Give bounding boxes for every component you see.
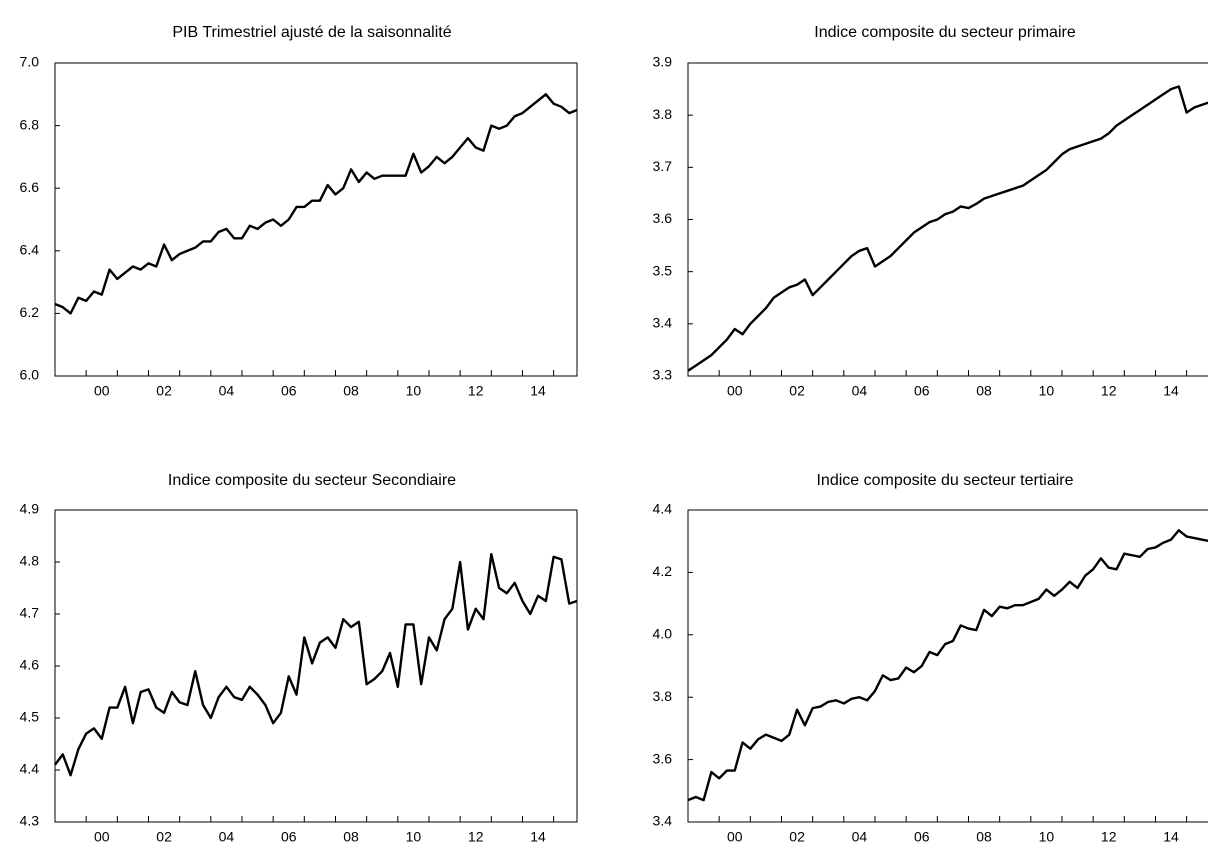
x-tick-label: 14 — [530, 829, 546, 845]
plot-frame — [687, 62, 1208, 377]
y-tick-label: 6.4 — [20, 242, 40, 258]
x-tick-label: 10 — [1039, 383, 1055, 399]
y-tick-label: 3.6 — [653, 750, 673, 766]
x-tick-label: 00 — [94, 829, 110, 845]
chart-title: Indice composite du secteur tertiaire — [816, 472, 1073, 489]
y-tick-label: 6.8 — [20, 116, 40, 132]
data-line — [54, 93, 578, 315]
x-tick-label: 10 — [406, 383, 422, 399]
y-tick-label: 4.6 — [20, 657, 40, 673]
y-tick-label: 4.5 — [20, 709, 40, 725]
x-tick-label: 02 — [156, 383, 172, 399]
x-tick-label: 04 — [852, 383, 868, 399]
x-tick-label: 00 — [727, 829, 743, 845]
y-tick-label: 3.4 — [653, 315, 673, 331]
chart-title: Indice composite du secteur primaire — [814, 24, 1076, 41]
y-tick-label: 4.4 — [20, 761, 40, 777]
chart-title: PIB Trimestriel ajusté de la saisonnalit… — [172, 24, 451, 41]
data-line — [54, 553, 578, 777]
x-tick-label: 12 — [1101, 383, 1117, 399]
x-tick-label: 12 — [468, 829, 484, 845]
x-tick-label: 04 — [219, 383, 235, 399]
chart-title: Indice composite du secteur Secondiaire — [168, 472, 456, 489]
y-tick-label: 4.9 — [20, 501, 40, 517]
x-tick-label: 08 — [976, 829, 992, 845]
y-tick-label: 4.2 — [653, 563, 673, 579]
y-tick-label: 4.3 — [20, 813, 40, 829]
x-tick-label: 14 — [1163, 829, 1179, 845]
plot-frame — [687, 509, 1208, 823]
y-tick-label: 6.6 — [20, 179, 40, 195]
x-tick-label: 08 — [343, 829, 359, 845]
x-tick-label: 06 — [281, 829, 297, 845]
y-tick-label: 3.8 — [653, 688, 673, 704]
y-tick-label: 3.9 — [653, 54, 673, 70]
y-tick-label: 4.4 — [653, 501, 673, 517]
y-tick-label: 6.0 — [20, 367, 40, 383]
y-tick-label: 3.3 — [653, 367, 673, 383]
y-tick-label: 3.6 — [653, 210, 673, 226]
y-tick-label: 7.0 — [20, 54, 40, 70]
x-tick-label: 04 — [219, 829, 235, 845]
x-tick-label: 06 — [914, 383, 930, 399]
x-tick-label: 02 — [789, 383, 805, 399]
plot-frame — [54, 62, 578, 377]
x-tick-label: 02 — [789, 829, 805, 845]
x-tick-label: 08 — [343, 383, 359, 399]
y-tick-label: 3.8 — [653, 106, 673, 122]
y-tick-label: 3.4 — [653, 813, 673, 829]
x-tick-label: 06 — [281, 383, 297, 399]
y-tick-label: 3.5 — [653, 262, 673, 278]
x-tick-label: 02 — [156, 829, 172, 845]
x-tick-label: 12 — [468, 383, 484, 399]
y-tick-label: 4.0 — [653, 626, 673, 642]
x-tick-label: 14 — [1163, 383, 1179, 399]
plot-frame — [54, 509, 578, 823]
x-tick-label: 04 — [852, 829, 868, 845]
x-tick-label: 10 — [1039, 829, 1055, 845]
y-tick-label: 3.7 — [653, 158, 673, 174]
x-tick-label: 10 — [406, 829, 422, 845]
x-tick-label: 00 — [94, 383, 110, 399]
data-line — [687, 85, 1208, 372]
data-line — [687, 529, 1208, 802]
y-tick-label: 4.7 — [20, 605, 40, 621]
x-tick-label: 14 — [530, 383, 546, 399]
x-tick-label: 06 — [914, 829, 930, 845]
x-tick-label: 00 — [727, 383, 743, 399]
x-tick-label: 12 — [1101, 829, 1117, 845]
x-tick-label: 08 — [976, 383, 992, 399]
y-tick-label: 4.8 — [20, 553, 40, 569]
y-tick-label: 6.2 — [20, 304, 40, 320]
